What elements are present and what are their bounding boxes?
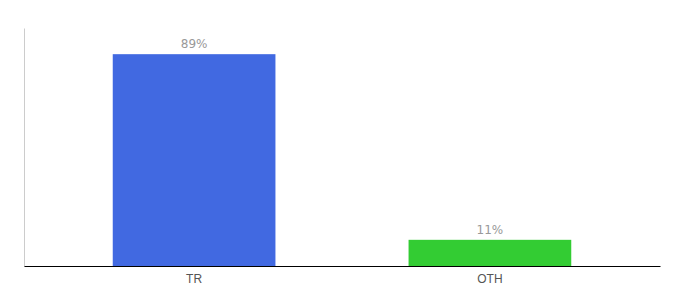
x-tick: TR bbox=[186, 272, 202, 286]
data-label: 89% bbox=[181, 37, 208, 51]
chart-container: TR OTH 89% 11% bbox=[0, 0, 680, 300]
data-label: 11% bbox=[477, 223, 504, 237]
chart-svg: TR OTH 89% 11% bbox=[0, 0, 680, 300]
y-axis bbox=[24, 29, 25, 267]
x-axis-line bbox=[25, 266, 661, 267]
bar bbox=[409, 240, 572, 266]
x-tick-label: OTH bbox=[477, 272, 502, 286]
x-tick-label: TR bbox=[186, 272, 202, 286]
bars bbox=[113, 54, 572, 266]
plot-area: TR OTH 89% 11% bbox=[25, 29, 661, 287]
x-tick: OTH bbox=[477, 272, 502, 286]
y-axis-line bbox=[24, 29, 25, 267]
bar bbox=[113, 54, 276, 266]
x-axis: TR OTH bbox=[25, 267, 661, 287]
data-labels: 89% 11% bbox=[181, 37, 503, 237]
